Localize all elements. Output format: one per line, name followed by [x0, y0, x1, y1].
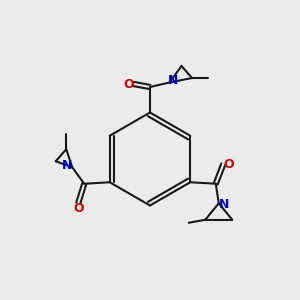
Text: O: O	[124, 77, 134, 91]
Text: N: N	[168, 74, 178, 88]
Text: N: N	[61, 159, 72, 172]
Text: O: O	[224, 158, 234, 171]
Text: O: O	[73, 202, 83, 215]
Text: N: N	[219, 198, 230, 211]
